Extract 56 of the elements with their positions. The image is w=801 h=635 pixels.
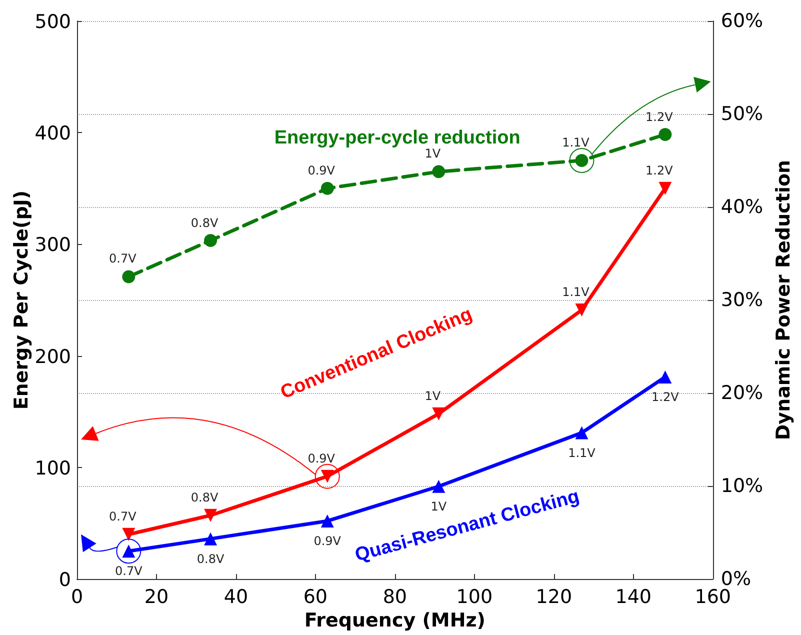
y2-tick-label: 60% [720, 10, 764, 32]
point [658, 370, 672, 384]
annotation: 0.8V [196, 552, 225, 566]
point [432, 480, 446, 493]
x-tick-label: 80 [382, 586, 408, 608]
y2-tick-label: 10% [720, 475, 764, 497]
point [432, 165, 446, 178]
y-tick-label: 500 [34, 11, 71, 33]
y-tick-label: 100 [34, 457, 71, 480]
y2-tick-label: 50% [720, 103, 764, 125]
x-tick-label: 100 [456, 586, 493, 608]
annotation: 1V [430, 499, 448, 514]
y2-axis-title: Dynamic Power Reduction [772, 160, 794, 440]
y2-tick-label: 30% [720, 289, 764, 311]
y-axis-title: Energy Per Cycle(pJ) [10, 190, 32, 410]
point [122, 270, 136, 284]
annotation: 1V [424, 146, 442, 161]
point [204, 508, 218, 522]
x-tick-label: 40 [224, 586, 248, 608]
x-tick-label: 120 [536, 586, 572, 608]
point [658, 128, 672, 141]
y2-tick-label: 40% [720, 196, 764, 218]
annotation: 0.7V [109, 252, 138, 266]
x-tick-label: 20 [144, 586, 169, 608]
annotation: 1.1V [562, 285, 590, 300]
y-tick-label: 200 [34, 346, 71, 368]
annotation: 0.7V [109, 509, 138, 524]
annotation: 1.2V [646, 163, 674, 178]
annotation: 1.1V [568, 446, 596, 460]
x-axis-title: Frequency (MHz) [304, 610, 486, 632]
annotation: 1V [424, 388, 442, 403]
point [204, 234, 218, 247]
y-tick-label: 400 [34, 122, 71, 145]
y-tick-label: 300 [34, 234, 71, 256]
annotation: 0.9V [308, 451, 336, 466]
x-tick-label: 140 [615, 586, 652, 608]
annotation: 0.8V [190, 216, 219, 230]
annotation: 0.7V [115, 564, 144, 578]
point [204, 532, 218, 546]
point [122, 528, 136, 541]
point [432, 407, 446, 420]
point [658, 182, 672, 195]
y2-tick-label: 20% [720, 382, 764, 404]
annotation: 0.8V [190, 490, 219, 504]
annotation: 1.2V [652, 390, 680, 404]
annotation: 1.1V [562, 136, 590, 150]
series-label: Energy-per-cycle reduction [274, 127, 520, 148]
annotation: 0.9V [308, 163, 336, 178]
x-tick-label: 60 [303, 586, 328, 608]
point [575, 304, 588, 317]
annotation: 0.9V [314, 534, 342, 548]
point [320, 514, 334, 528]
annotation: 1.2V [646, 110, 674, 124]
point [320, 182, 334, 195]
point [575, 426, 588, 440]
y-tick-label: 0 [58, 569, 71, 591]
